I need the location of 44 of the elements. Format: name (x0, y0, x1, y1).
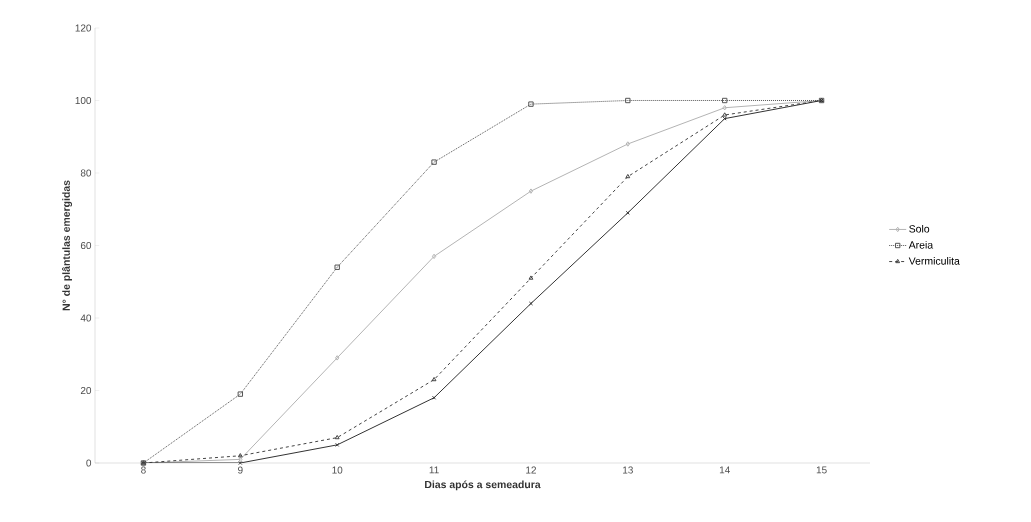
point (334, 264, 340, 270)
x-axis-title: Dias após a semeadura (425, 480, 541, 491)
legend-label: Solo (909, 224, 930, 233)
y-tick-label: 20 (80, 386, 92, 395)
y-tick-label: 80 (80, 169, 92, 177)
point (237, 453, 243, 458)
x-tick-label: 9 (238, 466, 243, 474)
point (431, 376, 437, 382)
y-tick-label: 100 (75, 96, 92, 105)
x-tick-label: 13 (623, 466, 633, 474)
legend-label: Areia (908, 240, 934, 249)
x-tick-label: 15 (816, 466, 827, 474)
x-tick-label: 14 (719, 466, 730, 474)
point (335, 355, 340, 361)
point (431, 253, 437, 260)
y-tick-label: 60 (80, 241, 92, 250)
x-tick-label: 11 (429, 466, 439, 474)
legend-label: Vermiculita (908, 257, 960, 265)
point (431, 159, 437, 165)
point (528, 275, 534, 280)
point (238, 456, 243, 463)
point (625, 97, 631, 104)
y-tick-label: 40 (80, 314, 92, 322)
point (528, 188, 534, 194)
point (432, 395, 437, 400)
point (722, 97, 728, 104)
point (238, 460, 243, 466)
point (625, 210, 630, 215)
point (335, 442, 340, 447)
point (722, 112, 728, 117)
x-tick-label: 10 (332, 466, 343, 474)
x-tick-label: 8 (141, 466, 146, 474)
point (722, 105, 727, 111)
y-tick-label: 120 (75, 24, 92, 32)
x-tick-label: 12 (526, 466, 536, 474)
point (722, 116, 727, 121)
y-tick-label: 0 (86, 459, 92, 467)
point (625, 173, 631, 179)
point (625, 141, 630, 147)
point (237, 391, 244, 397)
point (334, 434, 340, 440)
point (528, 101, 534, 107)
y-axis-title: N° de plântulas emergidas (62, 180, 73, 311)
point (528, 301, 533, 306)
